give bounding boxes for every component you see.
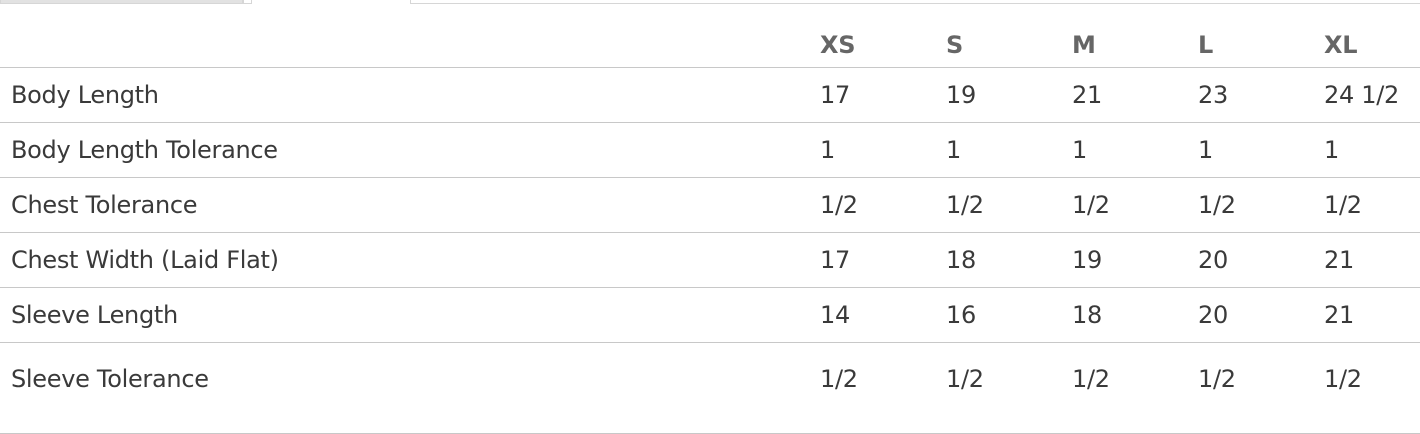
- row-label: Chest Tolerance: [0, 177, 820, 233]
- table-row: Sleeve Tolerance 1/2 1/2 1/2 1/2 1/2: [0, 342, 1420, 434]
- cell-value: 1/2: [1324, 177, 1420, 233]
- cell-value: 21: [1324, 287, 1420, 343]
- cell-value: 1/2: [946, 342, 1072, 434]
- table-row: Body Length Tolerance 1 1 1 1 1: [0, 122, 1420, 178]
- header-row: XS S M L XL: [0, 20, 1420, 68]
- tab-panel-border: [410, 0, 1420, 4]
- cell-value: 1/2: [1198, 177, 1324, 233]
- cell-value: 21: [1324, 232, 1420, 288]
- cell-value: 24 1/2: [1324, 67, 1420, 123]
- cell-value: 16: [946, 287, 1072, 343]
- size-chart-table: XS S M L XL Body Length 17 19 21 23 24 1/2 Bod…: [0, 20, 1420, 434]
- cell-value: 1/2: [1072, 342, 1198, 434]
- cell-value: 1: [1072, 122, 1198, 178]
- table-row: Chest Width (Laid Flat) 17 18 19 20 21: [0, 232, 1420, 288]
- cell-value: 1: [946, 122, 1072, 178]
- cell-value: 18: [946, 232, 1072, 288]
- header-empty: [0, 20, 820, 68]
- cell-value: 19: [1072, 232, 1198, 288]
- header-xl: XL: [1324, 30, 1358, 59]
- cell-value: 1/2: [820, 342, 946, 434]
- cell-value: 14: [820, 287, 946, 343]
- cell-value: 1: [1198, 122, 1324, 178]
- header-l: L: [1198, 30, 1213, 59]
- table-row: Sleeve Length 14 16 18 20 21: [0, 287, 1420, 343]
- cell-value: 1/2: [1072, 177, 1198, 233]
- cell-value: 17: [820, 67, 946, 123]
- cell-value: 21: [1072, 67, 1198, 123]
- cell-value: 17: [820, 232, 946, 288]
- header-s: S: [946, 30, 963, 59]
- cell-value: 1/2: [820, 177, 946, 233]
- cell-value: 20: [1198, 232, 1324, 288]
- cell-value: 1: [820, 122, 946, 178]
- row-label: Sleeve Length: [0, 287, 820, 343]
- row-label: Body Length: [0, 67, 820, 123]
- row-label: Body Length Tolerance: [0, 122, 820, 178]
- cell-value: 1/2: [1198, 342, 1324, 434]
- table-row: Body Length 17 19 21 23 24 1/2: [0, 67, 1420, 123]
- cell-value: 1: [1324, 122, 1420, 178]
- row-label: Chest Width (Laid Flat): [0, 232, 820, 288]
- cell-value: 19: [946, 67, 1072, 123]
- header-m: M: [1072, 30, 1096, 59]
- cell-value: 18: [1072, 287, 1198, 343]
- table-row: Chest Tolerance 1/2 1/2 1/2 1/2 1/2: [0, 177, 1420, 233]
- cell-value: 1/2: [946, 177, 1072, 233]
- cell-value: 23: [1198, 67, 1324, 123]
- tab-inactive[interactable]: [0, 0, 244, 4]
- cell-value: 20: [1198, 287, 1324, 343]
- tab-edge: [242, 0, 252, 4]
- row-label: Sleeve Tolerance: [0, 342, 820, 434]
- cell-value: 1/2: [1324, 342, 1420, 434]
- header-xs: XS: [820, 30, 856, 59]
